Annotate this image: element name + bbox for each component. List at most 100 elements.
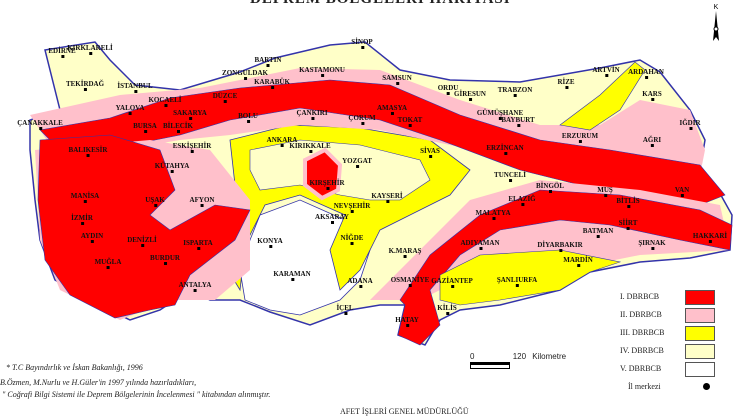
city-label: ARTVİN <box>592 66 620 77</box>
city-label: GÜMÜŞHANE <box>476 109 524 120</box>
city-label: YOZGAT <box>342 157 372 168</box>
legend-item: IV. DBRBCB <box>620 344 735 359</box>
city-label: ADANA <box>347 277 373 288</box>
scale-zero: 0 <box>470 352 475 361</box>
city-label: DÜZCE <box>212 92 238 103</box>
city-label: SAKARYA <box>173 109 207 120</box>
legend-swatch <box>685 326 715 341</box>
city-label: ELAZIĞ <box>508 195 536 206</box>
zone-1-kirsehir <box>303 147 343 201</box>
city-label: İSTANBUL <box>117 82 153 93</box>
city-label: ZONGULDAK <box>222 69 268 80</box>
city-label: HATAY <box>395 316 419 327</box>
legend-label: II. DBRBCB <box>620 310 662 319</box>
city-label: KASTAMONU <box>299 66 345 77</box>
city-label: AYDIN <box>80 232 104 243</box>
city-label: TUNCELİ <box>494 171 526 182</box>
city-label: KARS <box>642 90 662 101</box>
city-dot-icon <box>703 383 710 390</box>
zone-1-north-band <box>39 79 726 206</box>
legend-city-center-label: İl merkezi <box>628 382 661 391</box>
city-label: BİLECİK <box>163 122 193 133</box>
city-label: GAZİANTEP <box>431 277 473 288</box>
source-note-2: B.Özmen, M.Nurlu ve H.Güler'in 1997 yılı… <box>0 378 197 387</box>
city-label: ÇANKIRI <box>296 109 328 120</box>
legend-city-center: İl merkezi <box>620 380 735 394</box>
city-label: ÇANAKKALE <box>17 119 63 130</box>
city-label: MUŞ <box>597 186 613 197</box>
legend-item: I. DBRBCB <box>620 290 735 305</box>
city-label: BALIKESİR <box>68 146 108 157</box>
city-label: SİİRT <box>618 219 638 230</box>
city-label: AĞRI <box>642 136 662 147</box>
source-note-3: " Coğrafi Bilgi Sistemi ile Deprem Bölge… <box>2 390 271 399</box>
map-title: DEPREM BÖLGELERİ HARİTASI <box>250 0 511 8</box>
city-label: KOCAELİ <box>148 96 182 107</box>
city-label: BOLU <box>238 112 258 123</box>
city-label: BURDUR <box>150 254 180 265</box>
city-label: UŞAK <box>145 196 165 207</box>
city-label: KIRŞEHİR <box>309 179 345 190</box>
city-label: BİNGÖL <box>535 182 565 193</box>
city-label: KIRKLARELİ <box>67 44 113 55</box>
legend-swatch <box>685 344 715 359</box>
city-label: MUĞLA <box>94 258 122 269</box>
city-label: YALOVA <box>115 104 145 115</box>
city-label: K.MARAŞ <box>388 247 422 258</box>
city-label: MANİSA <box>70 192 100 203</box>
legend-item: V. DBRBCB <box>620 362 735 377</box>
legend-label: V. DBRBCB <box>620 364 662 373</box>
city-label: AFYON <box>189 196 215 207</box>
legend-item: II. DBRBCB <box>620 308 735 323</box>
scale-unit: Kilometre <box>532 352 567 361</box>
north-arrow-icon <box>713 11 719 41</box>
city-label: TRABZON <box>497 86 533 97</box>
city-label: OSMANİYE <box>390 276 430 287</box>
zone-3-northeast <box>559 61 646 131</box>
city-label: ADIYAMAN <box>460 239 500 250</box>
city-label: AMASYA <box>376 104 408 115</box>
city-label: DENİZLİ <box>127 236 157 247</box>
legend-label: III. DBRBCB <box>620 328 665 337</box>
city-label: VAN <box>674 186 690 197</box>
footer-agency: AFET İŞLERİ GENEL MÜDÜRLÜĞÜ <box>340 407 469 416</box>
city-label: GİRESUN <box>454 90 486 101</box>
city-label: BURSA <box>133 122 157 133</box>
city-label: RİZE <box>557 78 575 89</box>
city-label: ESKİŞEHİR <box>172 142 212 153</box>
city-label: KARAMAN <box>273 270 311 281</box>
city-label: KARABÜK <box>254 78 290 89</box>
city-label: AKSARAY <box>315 213 349 224</box>
legend-swatch <box>685 362 715 377</box>
city-label: HAKKARİ <box>692 232 728 243</box>
scale-max: 120 <box>512 352 527 361</box>
zone-1-southeast-band <box>397 189 733 346</box>
legend-swatch <box>685 308 715 323</box>
city-label: İÇEL <box>336 304 354 315</box>
legend-label: I. DBRBCB <box>620 292 660 301</box>
city-label: ERZURUM <box>561 132 599 143</box>
city-label: MARDİN <box>563 256 593 267</box>
city-label: ERZİNCAN <box>486 144 524 155</box>
source-note-1: * T.C Bayındırlık ve İskan Bakanlığı, 19… <box>6 363 143 372</box>
city-label: IĞDIR <box>679 119 701 130</box>
city-label: ISPARTA <box>183 239 213 250</box>
city-label: ŞIRNAK <box>638 239 666 250</box>
city-label: NİĞDE <box>340 234 364 245</box>
city-label: KAYSERİ <box>371 192 403 203</box>
city-label: ŞANLIURFA <box>496 276 538 287</box>
city-label: ARDAHAN <box>628 68 664 79</box>
city-label: NEVŞEHİR <box>333 202 371 213</box>
legend-label: IV. DBRBCB <box>620 346 664 355</box>
scale-bar: 0 120 Kilometre <box>470 352 566 369</box>
city-label: SİVAS <box>420 147 440 158</box>
city-label: KONYA <box>257 237 283 248</box>
city-label: KÜTAHYA <box>154 162 190 173</box>
city-label: ÇORUM <box>348 114 376 125</box>
zone-1-west <box>37 134 251 319</box>
city-label: ORDU <box>437 84 459 95</box>
legend-item: III. DBRBCB <box>620 326 735 341</box>
city-label: TEKİRDAĞ <box>65 80 105 91</box>
